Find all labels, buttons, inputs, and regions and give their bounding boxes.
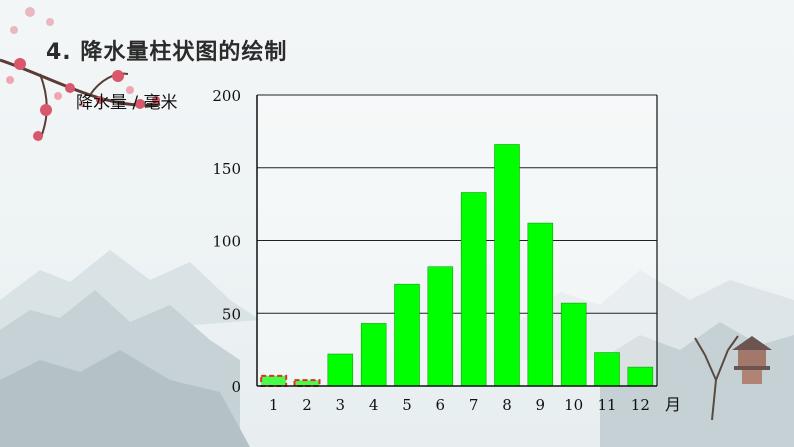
bar-month-4 bbox=[360, 323, 387, 387]
bar-month-6 bbox=[427, 266, 454, 387]
bar-month-7 bbox=[460, 192, 487, 387]
x-tick-label: 4 bbox=[369, 396, 379, 414]
bar-month-3 bbox=[327, 353, 354, 387]
x-tick-label: 10 bbox=[564, 396, 583, 414]
x-tick-label: 1 bbox=[269, 396, 279, 414]
y-tick-label: 0 bbox=[231, 378, 241, 396]
bar-month-9 bbox=[527, 222, 554, 387]
bar-month-10 bbox=[560, 302, 587, 387]
bar-month-5 bbox=[394, 283, 420, 387]
x-tick-label: 2 bbox=[302, 396, 312, 414]
bar-month-12 bbox=[627, 366, 654, 387]
x-tick-label: 12 bbox=[631, 396, 650, 414]
bar-month-11 bbox=[594, 352, 620, 387]
x-tick-label: 11 bbox=[597, 396, 616, 414]
y-tick-label: 150 bbox=[212, 160, 241, 178]
slide-title: 4. 降水量柱状图的绘制 bbox=[46, 40, 288, 65]
bar-month-2 bbox=[293, 379, 321, 387]
x-tick-label: 3 bbox=[336, 396, 346, 414]
plum-blossom-branch bbox=[0, 58, 161, 141]
y-tick-label: 100 bbox=[212, 233, 241, 251]
bar-month-8 bbox=[494, 144, 520, 387]
tree-decoration bbox=[694, 335, 739, 421]
y-tick-label: 50 bbox=[222, 305, 241, 323]
y-tick-label: 200 bbox=[212, 87, 241, 105]
y-axis-label: 降水量 / 毫米 bbox=[76, 93, 178, 113]
x-tick-label: 6 bbox=[436, 396, 446, 414]
bar-month-1 bbox=[260, 374, 288, 388]
x-tick-label: 8 bbox=[502, 396, 512, 414]
x-tick-label: 7 bbox=[469, 396, 479, 414]
pavilion-decoration bbox=[732, 336, 772, 384]
x-axis-label: 月 bbox=[665, 395, 681, 414]
x-tick-label: 9 bbox=[536, 396, 546, 414]
x-tick-label: 5 bbox=[402, 396, 412, 414]
